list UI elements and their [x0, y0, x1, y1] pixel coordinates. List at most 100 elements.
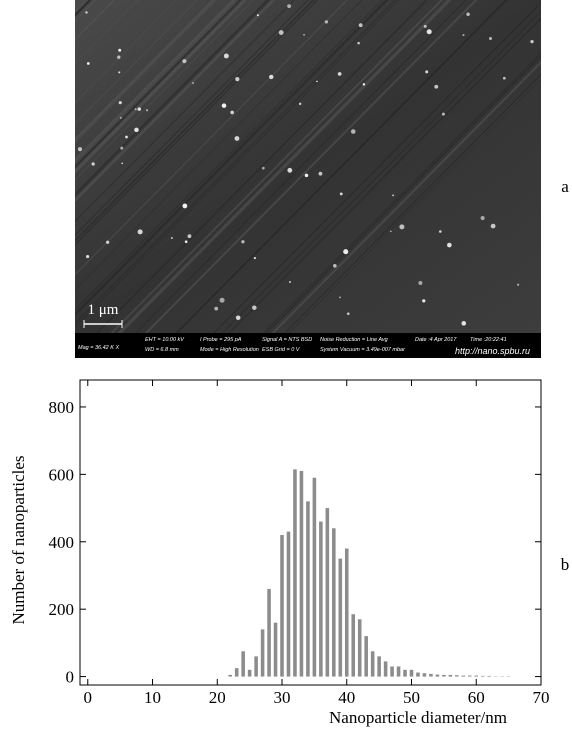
sem-streak	[75, 0, 314, 242]
sem-particle	[358, 23, 363, 28]
sem-streak	[75, 0, 383, 311]
sem-image: 1 μm Mag = 36.42 K X EHT = 10.00 kV WD = 6…	[0, 0, 541, 358]
bar	[260, 629, 265, 677]
bar	[422, 673, 427, 677]
sem-particle	[241, 240, 245, 244]
sem-particle	[235, 315, 241, 321]
sem-particle	[223, 53, 229, 59]
sem-particle	[256, 14, 259, 17]
sem-particle	[357, 41, 360, 45]
sem-streak	[75, 0, 269, 197]
sem-particle	[287, 167, 293, 173]
sem-particle	[118, 101, 122, 105]
sem-particle	[339, 296, 341, 299]
sem-particle	[447, 242, 452, 248]
sem-streak	[75, 0, 275, 203]
sem-particle	[441, 112, 445, 116]
sem-texture	[0, 0, 541, 333]
sem-particle	[488, 37, 493, 41]
sem-streak	[75, 0, 177, 103]
x-tick-label: 50	[403, 688, 420, 707]
y-tick-label: 600	[49, 465, 75, 484]
info-text: Mode = High Resolution	[200, 347, 259, 353]
sem-streak	[75, 0, 272, 199]
sem-streak	[110, 0, 442, 333]
sem-particle	[234, 136, 240, 141]
sem-streak	[117, 0, 449, 333]
sem-streak	[75, 0, 309, 236]
bar	[474, 675, 479, 677]
sem-particle	[418, 281, 423, 285]
bar	[319, 521, 323, 677]
sem-streak	[75, 0, 273, 200]
sem-streak	[75, 0, 241, 168]
sem-particle	[490, 223, 496, 229]
info-bar	[75, 333, 541, 358]
sem-streak	[0, 0, 57, 333]
sem-particle	[118, 48, 122, 52]
sem-particle	[399, 224, 405, 230]
sem-particle	[137, 229, 143, 235]
bar	[455, 675, 459, 677]
sem-particle	[298, 102, 302, 106]
sem-streak	[75, 0, 198, 124]
info-text: ESB Grid = 0 V	[262, 347, 301, 353]
x-tick-label: 10	[144, 688, 161, 707]
bar	[370, 651, 375, 677]
info-text: EHT = 10.00 kV	[145, 337, 185, 343]
sem-streak	[263, 52, 541, 333]
sem-particle	[184, 240, 188, 244]
sem-particle	[117, 55, 121, 59]
sem-particle	[343, 249, 349, 255]
sem-particle	[350, 129, 356, 134]
sem-particle	[91, 162, 95, 166]
sem-particle	[462, 34, 465, 37]
bar	[344, 548, 349, 677]
sem-particle	[230, 110, 234, 115]
sem-particle	[530, 40, 534, 44]
sem-particle	[339, 192, 343, 196]
sem-particle	[125, 135, 128, 139]
sem-particle	[221, 103, 227, 108]
sem-streak	[228, 17, 541, 333]
sem-particle	[106, 240, 110, 244]
sem-streak	[75, 0, 76, 2]
sem-streak	[75, 0, 87, 12]
info-text: I Probe = 295 pA	[200, 337, 242, 343]
bar	[461, 675, 466, 677]
sem-particle	[134, 108, 137, 111]
sem-particle	[434, 84, 439, 89]
sem-particle	[423, 24, 427, 28]
sem-particle	[316, 80, 318, 83]
sem-particle	[182, 203, 188, 209]
sem-particle	[137, 107, 141, 111]
bar	[273, 622, 278, 677]
sem-streak	[272, 61, 541, 333]
bar	[280, 535, 284, 677]
x-tick-label: 30	[274, 688, 291, 707]
bar	[286, 531, 291, 677]
bar	[377, 656, 381, 677]
sem-streak	[75, 0, 363, 290]
sem-particle	[466, 12, 470, 17]
info-text: WD = 6.8 mm	[145, 347, 179, 353]
info-text: http://nano.spbu.ru	[455, 346, 530, 356]
panel-label: b	[561, 555, 570, 574]
sem-streak	[0, 0, 21, 333]
sem-particle	[287, 4, 292, 9]
sem-streak	[0, 0, 33, 333]
sem-particle	[182, 59, 187, 64]
info-text: Date :4 Apr 2017	[415, 337, 457, 343]
bar	[241, 651, 245, 677]
sem-particle	[480, 215, 485, 221]
info-text: Signal A = NTS BSD	[262, 337, 312, 343]
sem-particle	[392, 194, 394, 197]
bar	[448, 674, 453, 677]
sem-particle	[77, 147, 83, 152]
sem-streak	[75, 0, 217, 144]
sem-streak	[0, 0, 1, 333]
sem-particle	[252, 305, 257, 310]
sem-particle	[389, 230, 392, 233]
sem-particle	[461, 321, 467, 326]
info-text: System Vacuum = 3.49e-007 mbar	[320, 347, 406, 353]
